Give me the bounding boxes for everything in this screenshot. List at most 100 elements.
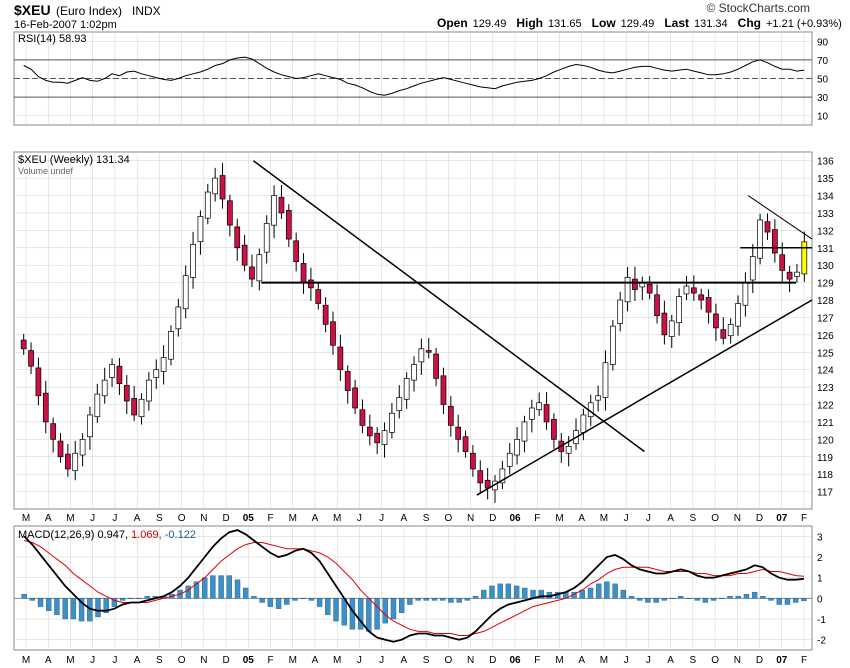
candle [794, 271, 800, 277]
y-tick-label: 50 [817, 75, 829, 86]
x-tick-label: O [178, 513, 186, 524]
candle [241, 244, 248, 266]
macd-histogram-bar [243, 587, 249, 599]
candle [764, 221, 771, 233]
y-tick-label: 117 [817, 488, 833, 499]
chart-symbol: $XEU [14, 2, 51, 18]
macd-histogram-bar [78, 598, 85, 622]
macd-histogram-bar [448, 598, 454, 603]
y-tick-label: 123 [817, 383, 834, 394]
x-tick-label: 06 [509, 655, 521, 666]
quote-bar: Open 129.49 High 131.65 Low 129.49 Last 131.34 C… [437, 16, 842, 30]
quote-value: 131.65 [548, 18, 582, 30]
candle [786, 271, 793, 280]
x-tick-label: A [667, 655, 674, 666]
macd-histogram-bar [111, 598, 118, 607]
macd-histogram-bar [103, 598, 109, 613]
macd-histogram-bar [472, 596, 479, 599]
macd-histogram-bar [768, 598, 774, 601]
candle [462, 436, 469, 452]
quote-value: 131.34 [694, 18, 728, 30]
candle [94, 393, 101, 418]
macd-histogram-bar [694, 598, 700, 601]
x-tick-label: M [333, 655, 341, 666]
macd-histogram-bar [193, 581, 200, 599]
y-tick-label: 131 [817, 244, 834, 255]
y-tick-label: 132 [817, 226, 834, 237]
macd-histogram-bar [792, 598, 799, 603]
x-tick-label: M [22, 513, 30, 524]
macd-histogram-bar [333, 598, 339, 622]
y-tick-label: 124 [817, 366, 834, 377]
macd-histogram-bar [431, 598, 438, 601]
macd-histogram-bar [119, 598, 126, 601]
x-tick-label: 07 [776, 655, 788, 666]
candle [705, 297, 712, 313]
candle [212, 177, 219, 195]
macd-histogram-bar [637, 598, 643, 601]
x-tick-label: 05 [243, 513, 255, 524]
macd-histogram-bar [210, 575, 216, 599]
candle [683, 285, 690, 295]
y-tick-label: 118 [817, 470, 833, 481]
candle [646, 284, 653, 294]
x-tick-label: D [489, 655, 496, 666]
macd-histogram-bar [423, 598, 430, 601]
macd-histogram-bar [489, 585, 495, 599]
x-tick-label: N [734, 655, 741, 666]
candle [757, 219, 763, 259]
x-tick-label: S [690, 655, 697, 666]
x-tick-label: A [401, 655, 408, 666]
macd-histogram-bar [653, 598, 659, 603]
volume-legend: Volume undef [18, 166, 74, 176]
x-tick-label: N [467, 513, 474, 524]
x-tick-label: D [756, 513, 763, 524]
x-tick-label: D [756, 655, 763, 666]
x-tick-label: 05 [243, 655, 255, 666]
candle [632, 278, 638, 290]
macd-histogram-bar [29, 598, 36, 601]
candle [499, 468, 506, 484]
candle [263, 223, 270, 253]
y-tick-label: 122 [817, 401, 834, 412]
quote-value: 129.49 [621, 18, 655, 30]
candle [87, 414, 93, 438]
candle [182, 275, 189, 310]
x-tick-label: D [222, 513, 229, 524]
macd-histogram-bar [669, 598, 676, 600]
macd-histogram-bar [710, 598, 717, 601]
candle [506, 452, 513, 467]
macd-histogram-bar [702, 598, 709, 603]
quote-label: High [516, 16, 543, 30]
y-tick-label: 10 [817, 112, 829, 123]
candle [396, 397, 403, 411]
macd-histogram-bar [678, 596, 684, 599]
x-tick-label: J [646, 513, 651, 524]
candle [322, 304, 329, 325]
x-tick-label: F [534, 513, 540, 524]
macd-histogram-bar [505, 583, 512, 599]
macd-histogram-bar [201, 577, 208, 599]
rsi-legend: RSI(14) 58.93 [18, 33, 86, 45]
candle [20, 339, 27, 350]
candle [624, 277, 631, 303]
y-tick-label: 129 [817, 279, 834, 290]
macd-histogram-bar [136, 598, 142, 600]
candle [698, 294, 705, 301]
downtrend-line-2 [747, 195, 813, 240]
candle [661, 312, 668, 336]
candle [293, 240, 300, 263]
macd-histogram-bar [440, 598, 446, 601]
candle [72, 452, 79, 472]
candle [374, 432, 381, 444]
macd-histogram-bar [382, 598, 388, 624]
y-tick-label: -2 [817, 636, 826, 647]
candle [779, 254, 786, 271]
candle [315, 289, 322, 304]
x-tick-label: M [66, 655, 74, 666]
candle [190, 243, 196, 278]
y-tick-label: 30 [817, 93, 829, 104]
macd-histogram-bar [21, 594, 27, 599]
candle [727, 324, 734, 337]
candle [381, 430, 388, 445]
